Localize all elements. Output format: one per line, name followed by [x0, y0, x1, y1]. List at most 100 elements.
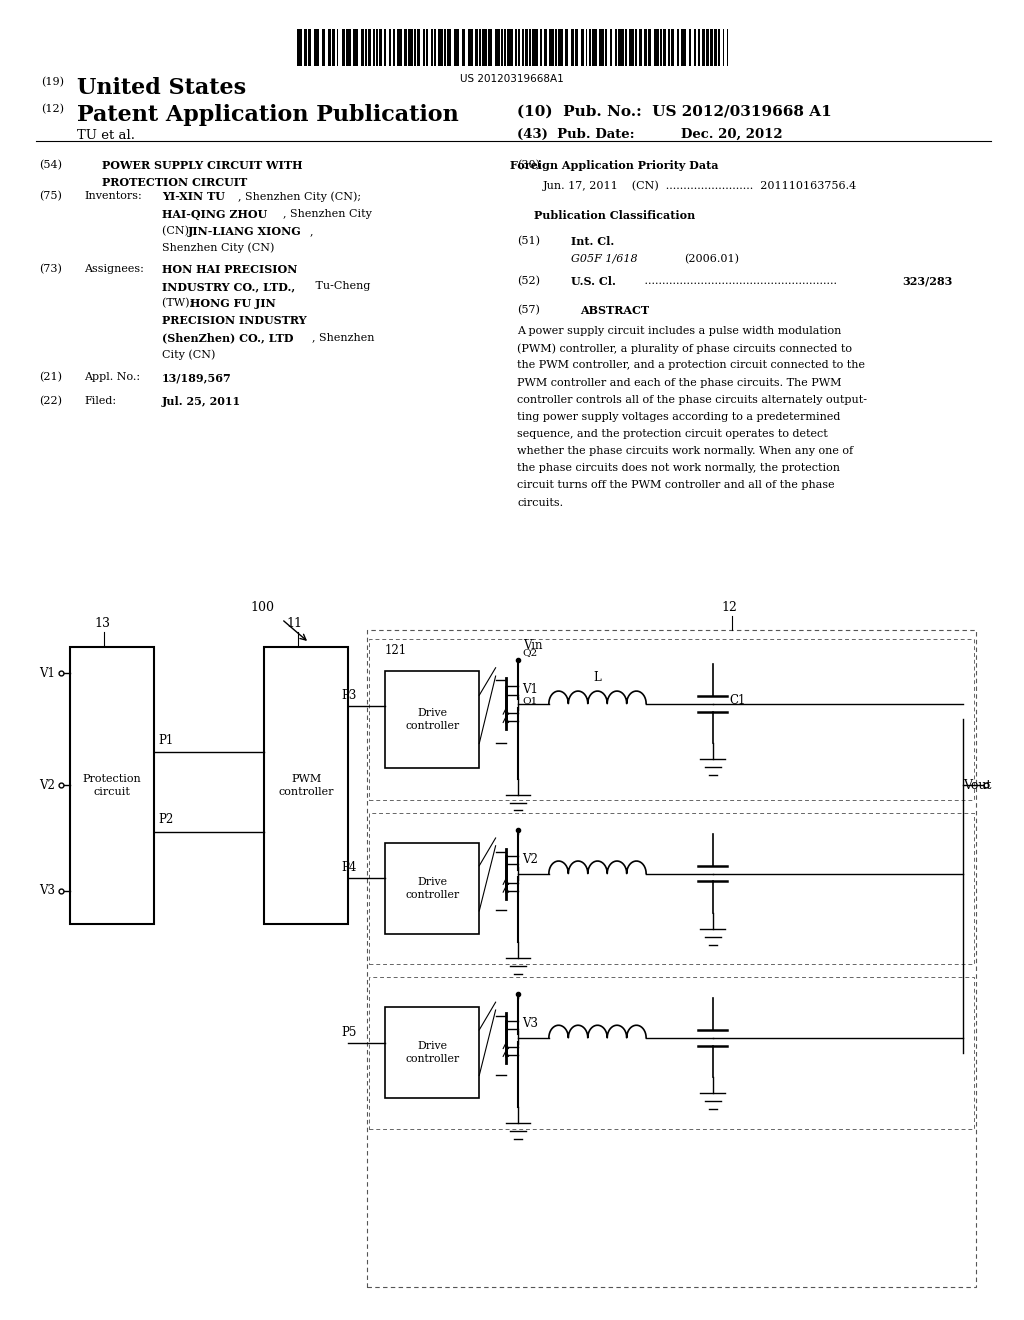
Text: HON HAI PRECISION: HON HAI PRECISION — [162, 264, 297, 275]
Text: PROTECTION CIRCUIT: PROTECTION CIRCUIT — [102, 177, 248, 187]
Bar — [518, 29, 520, 66]
Bar — [635, 29, 637, 66]
Bar — [647, 29, 650, 66]
Bar — [653, 29, 658, 66]
Bar — [508, 29, 513, 66]
Text: P3: P3 — [341, 689, 356, 702]
Bar — [604, 29, 607, 66]
Bar — [598, 29, 603, 66]
Text: , Shenzhen: , Shenzhen — [312, 333, 375, 343]
Bar — [677, 29, 679, 66]
Bar — [468, 29, 473, 66]
Text: V3: V3 — [39, 884, 55, 898]
Text: JIN-LIANG XIONG: JIN-LIANG XIONG — [187, 226, 301, 236]
Bar — [660, 29, 662, 66]
Text: 13/189,567: 13/189,567 — [162, 372, 231, 383]
Text: Q1: Q1 — [522, 696, 538, 705]
Text: U.S. Cl.: U.S. Cl. — [571, 276, 616, 286]
Bar — [404, 29, 407, 66]
Bar — [726, 29, 728, 66]
Bar — [438, 29, 443, 66]
Text: Vin: Vin — [523, 639, 543, 652]
Bar — [385, 843, 479, 933]
Bar — [505, 29, 507, 66]
Text: Drive
controller: Drive controller — [406, 708, 459, 731]
Text: V2: V2 — [522, 853, 539, 866]
Bar — [426, 29, 428, 66]
Bar — [625, 29, 627, 66]
Bar — [414, 29, 416, 66]
Text: (43)  Pub. Date:          Dec. 20, 2012: (43) Pub. Date: Dec. 20, 2012 — [517, 128, 782, 141]
Text: (51): (51) — [517, 236, 540, 247]
Bar — [393, 29, 395, 66]
Text: 11: 11 — [287, 616, 303, 630]
Text: Publication Classification: Publication Classification — [534, 210, 695, 220]
Bar — [718, 29, 720, 66]
Text: sequence, and the protection circuit operates to detect: sequence, and the protection circuit ope… — [517, 429, 827, 440]
Bar — [304, 29, 307, 66]
Bar — [701, 29, 705, 66]
Bar — [418, 29, 420, 66]
Text: HONG FU JIN: HONG FU JIN — [190, 298, 276, 309]
Text: the PWM controller, and a protection circuit connected to the: the PWM controller, and a protection cir… — [517, 360, 865, 371]
Text: Drive
controller: Drive controller — [406, 876, 459, 900]
Text: P4: P4 — [341, 861, 356, 874]
Text: Patent Application Publication: Patent Application Publication — [77, 104, 459, 127]
Bar — [540, 29, 543, 66]
Text: P2: P2 — [159, 813, 174, 826]
Text: C1: C1 — [729, 694, 745, 708]
Bar — [639, 29, 641, 66]
Text: (10)  Pub. No.:  US 2012/0319668 A1: (10) Pub. No.: US 2012/0319668 A1 — [517, 104, 831, 119]
Bar — [529, 29, 531, 66]
Text: Vout: Vout — [963, 779, 991, 792]
Bar — [582, 29, 585, 66]
Bar — [681, 29, 686, 66]
Text: (19): (19) — [41, 77, 63, 87]
Bar — [698, 29, 700, 66]
Text: PWM
controller: PWM controller — [279, 774, 334, 797]
Bar — [714, 29, 717, 66]
Text: circuits.: circuits. — [517, 498, 563, 508]
Text: whether the phase circuits work normally. When any one of: whether the phase circuits work normally… — [517, 446, 853, 457]
Bar — [389, 29, 391, 66]
Text: controller controls all of the phase circuits alternately output-: controller controls all of the phase cir… — [517, 395, 867, 405]
Text: INDUSTRY CO., LTD.,: INDUSTRY CO., LTD., — [162, 281, 295, 292]
Text: (75): (75) — [39, 191, 61, 202]
Bar — [462, 29, 465, 66]
Bar — [495, 29, 500, 66]
Text: (PWM) controller, a plurality of phase circuits connected to: (PWM) controller, a plurality of phase c… — [517, 343, 852, 354]
Text: (TW);: (TW); — [162, 298, 197, 309]
Bar — [614, 29, 616, 66]
Bar — [366, 29, 367, 66]
Text: Jul. 25, 2011: Jul. 25, 2011 — [162, 396, 241, 407]
Bar — [586, 29, 588, 66]
Text: ABSTRACT: ABSTRACT — [580, 305, 649, 315]
Text: P5: P5 — [341, 1026, 356, 1039]
Text: US 20120319668A1: US 20120319668A1 — [460, 74, 564, 84]
Bar — [522, 29, 524, 66]
Bar — [447, 29, 451, 66]
Bar — [689, 29, 690, 66]
Text: , Shenzhen City: , Shenzhen City — [283, 209, 372, 219]
Bar — [575, 29, 579, 66]
Text: (2006.01): (2006.01) — [684, 253, 739, 264]
Text: (52): (52) — [517, 276, 540, 286]
Bar — [515, 29, 517, 66]
Text: (30): (30) — [517, 160, 540, 170]
Bar — [558, 29, 563, 66]
Text: City (CN): City (CN) — [162, 350, 215, 360]
Text: 100: 100 — [251, 601, 274, 614]
Text: 323/283: 323/283 — [902, 276, 952, 286]
Bar — [693, 29, 696, 66]
Bar — [475, 29, 478, 66]
Text: the phase circuits does not work normally, the protection: the phase circuits does not work normall… — [517, 463, 840, 474]
Bar — [397, 29, 402, 66]
Bar — [342, 29, 345, 66]
Text: TU et al.: TU et al. — [77, 129, 135, 143]
Text: (57): (57) — [517, 305, 540, 315]
Bar — [369, 977, 974, 1129]
Bar — [643, 29, 646, 66]
Text: PWM controller and each of the phase circuits. The PWM: PWM controller and each of the phase cir… — [517, 378, 842, 388]
Text: ting power supply voltages according to a predetermined: ting power supply voltages according to … — [517, 412, 841, 422]
Bar — [384, 29, 386, 66]
